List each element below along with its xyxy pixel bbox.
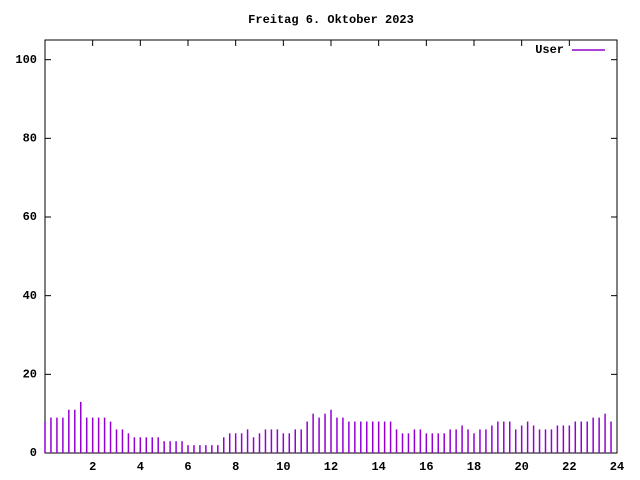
plot-frame [44,39,618,454]
y-tick-label: 100 [15,53,37,67]
x-tick-label: 24 [610,460,624,474]
y-tick-label: 20 [23,368,37,382]
x-tick-label: 20 [514,460,528,474]
y-tick-label: 80 [23,132,37,146]
x-tick-label: 8 [232,460,239,474]
x-tick-label: 12 [324,460,338,474]
x-tick-label: 14 [371,460,385,474]
x-tick-label: 18 [467,460,481,474]
y-tick-label: 0 [30,446,37,460]
x-tick-label: 22 [562,460,576,474]
x-tick-label: 10 [276,460,290,474]
y-tick-label: 60 [23,210,37,224]
x-tick-label: 16 [419,460,433,474]
x-tick-label: 2 [89,460,96,474]
x-tick-label: 6 [184,460,191,474]
x-tick-label: 4 [137,460,144,474]
chart-title: Freitag 6. Oktober 2023 [248,13,414,27]
y-tick-label: 40 [23,289,37,303]
legend-label: User [535,43,564,57]
